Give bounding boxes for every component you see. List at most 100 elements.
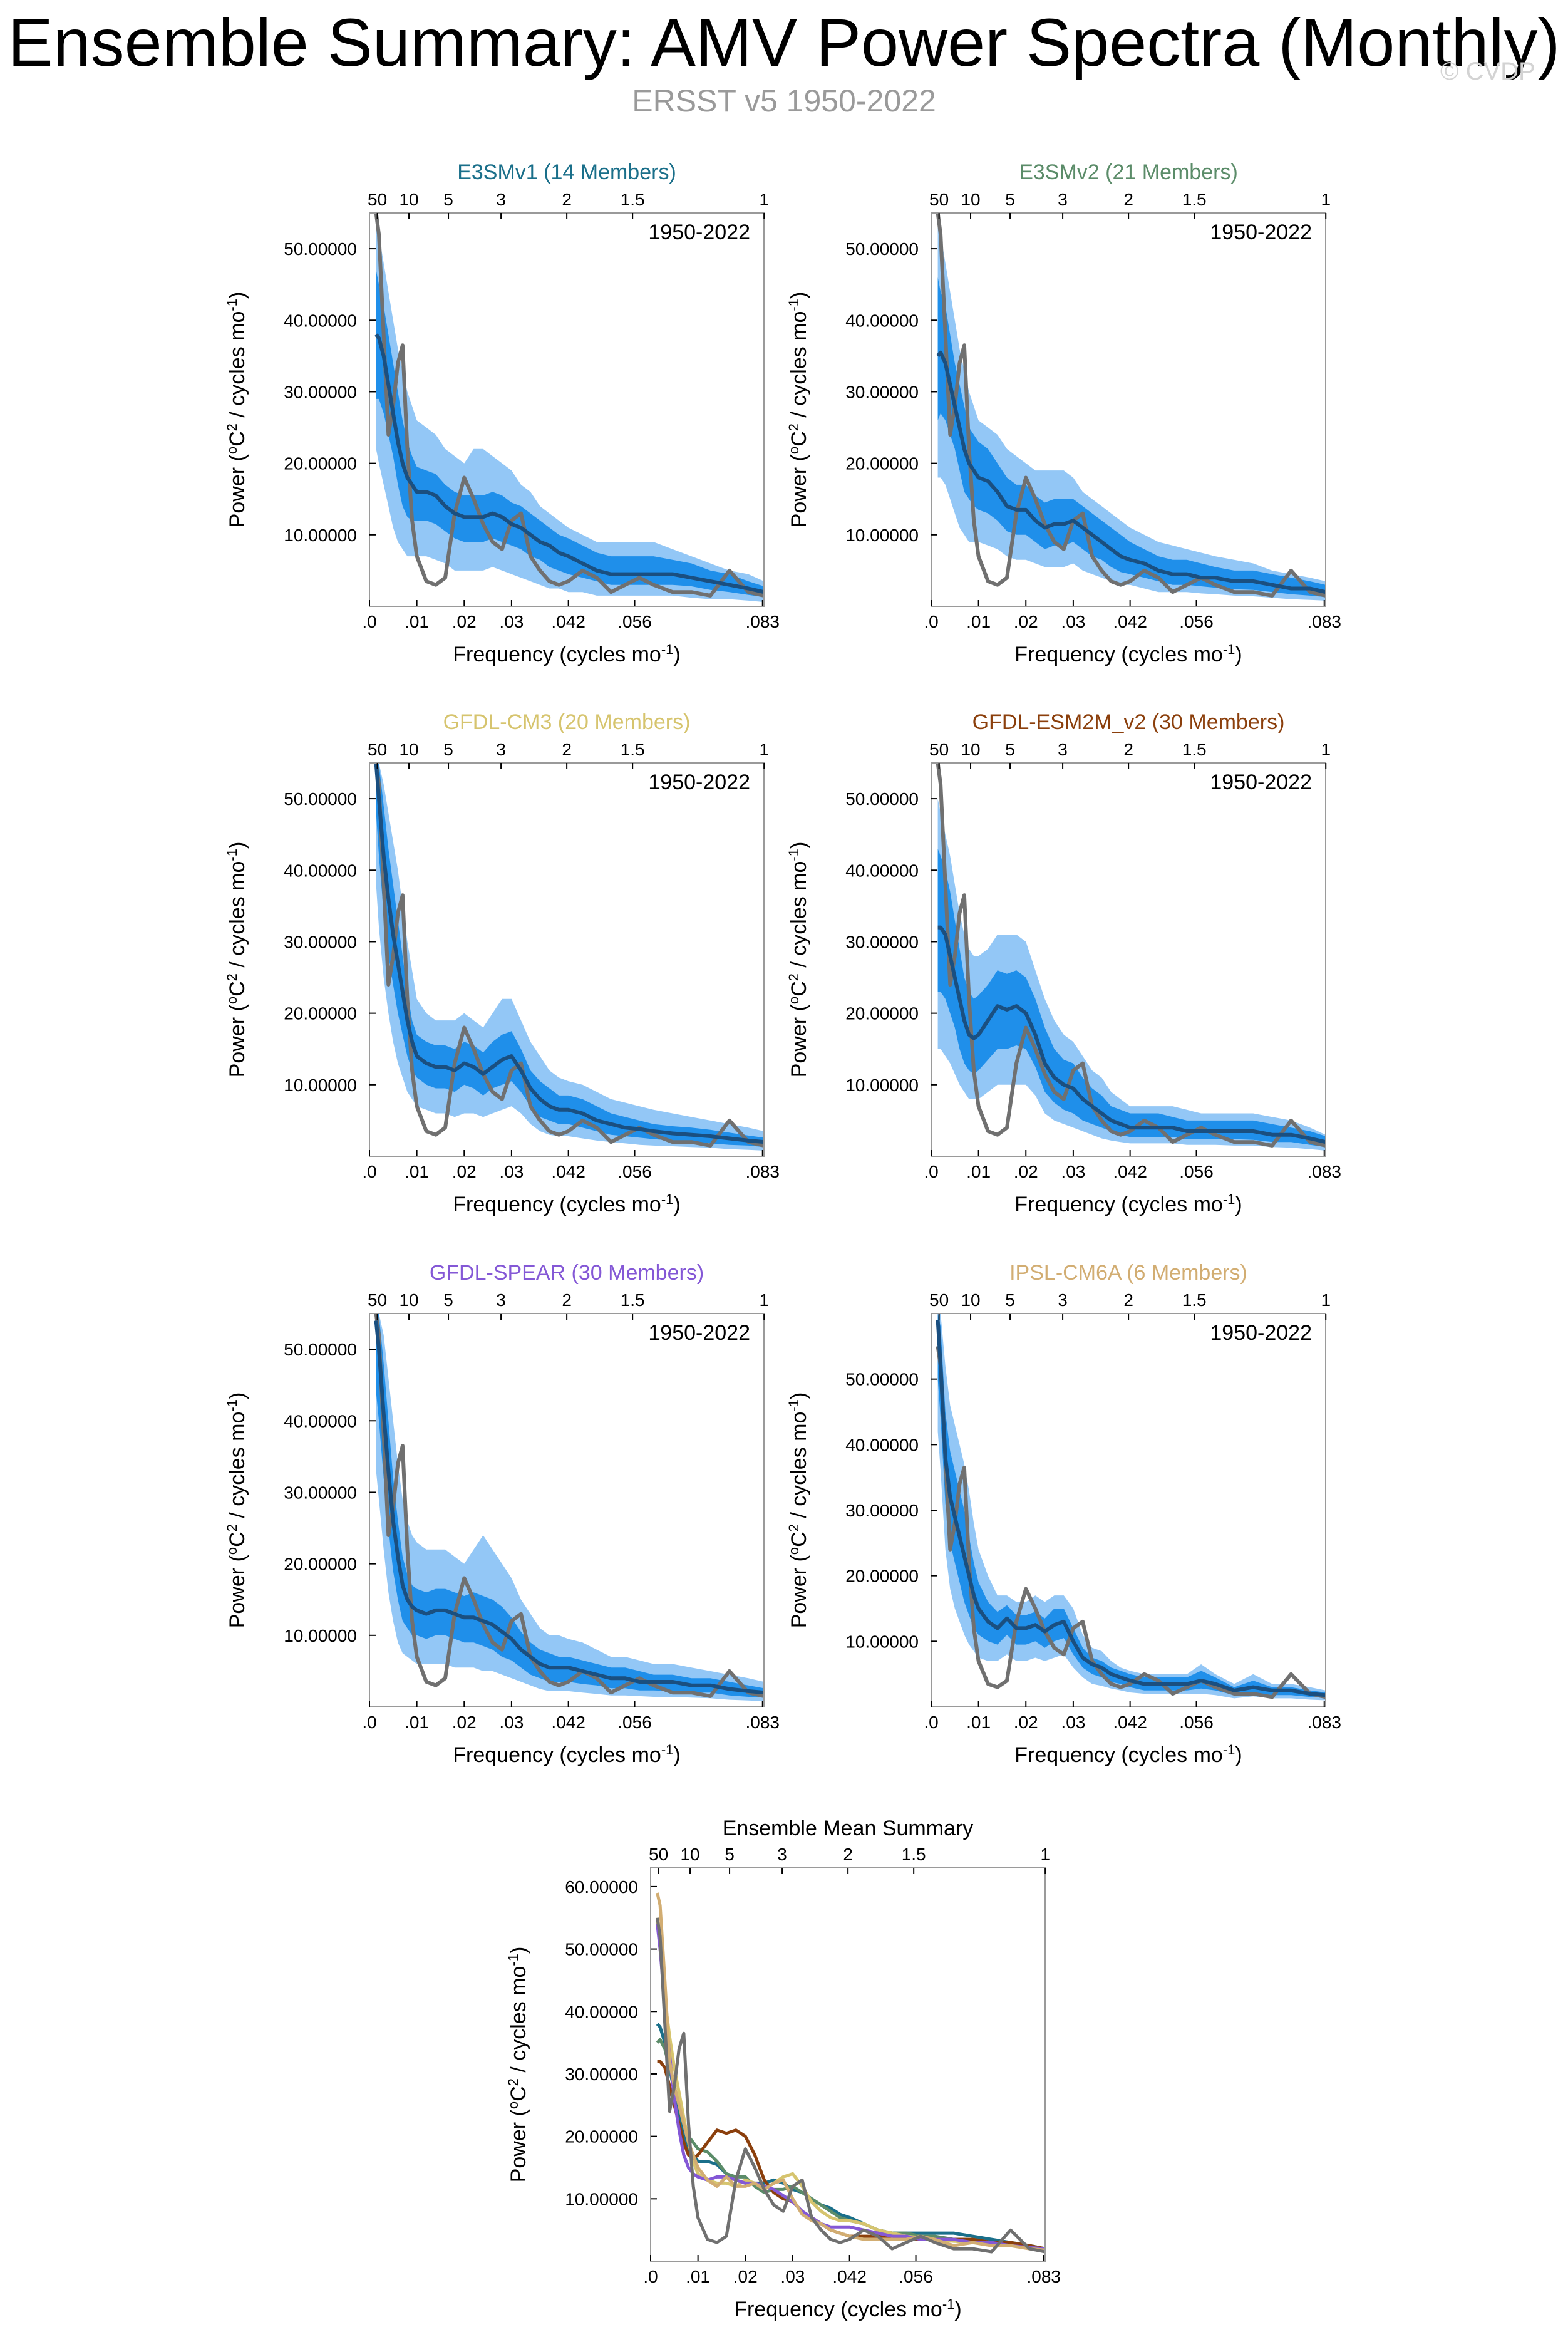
x-axis-label: Frequency (cycles mo-1) — [1014, 1191, 1242, 1217]
observations-line — [374, 213, 764, 598]
y-axis-label-close: ) — [225, 292, 249, 299]
x-axis-label-superscript: -1 — [661, 1742, 674, 1758]
y-tick-label: 20.00000 — [284, 1004, 357, 1023]
y-axis-label-prefix: Power ( — [225, 1003, 249, 1077]
plot-area — [374, 1314, 764, 1701]
x-axis-label: Frequency (cycles mo-1) — [1014, 1742, 1242, 1768]
panel-title: GFDL-CM3 (20 Members) — [443, 710, 691, 734]
top-tick-label: 5 — [443, 190, 453, 209]
series-line-e3smv1 — [656, 2023, 1045, 2251]
x-tick-label: .042 — [1113, 1162, 1147, 1181]
figure-title: Ensemble Summary: AMV Power Spectra (Mon… — [8, 4, 1560, 80]
figure-subtitle: ERSST v5 1950-2022 — [632, 83, 936, 118]
observations-line — [936, 1345, 1326, 1699]
y-axis-label-tail: / cycles mo — [507, 1966, 530, 2078]
y-tick-label: 40.00000 — [845, 1435, 919, 1454]
x-tick-label: .01 — [405, 612, 429, 631]
x-tick-label: .02 — [733, 2267, 758, 2286]
x-axis-label-text: Frequency (cycles mo — [453, 1743, 661, 1767]
y-axis-label-prefix: Power ( — [225, 1554, 249, 1628]
x-tick-label: .083 — [1307, 612, 1341, 631]
top-tick-label: 1.5 — [621, 190, 645, 209]
y-axis-label-tail: / cycles mo — [225, 311, 249, 423]
x-tick-label: .03 — [780, 2267, 805, 2286]
watermark: © CVDP — [1440, 58, 1535, 85]
y-axis-label-prefix: Power ( — [507, 2108, 530, 2182]
y-tick-label: 30.00000 — [284, 932, 357, 951]
y-tick-label: 20.00000 — [845, 1004, 919, 1023]
x-tick-label: .042 — [1113, 612, 1147, 631]
outer-spread-band — [376, 1314, 764, 1701]
x-tick-label: .01 — [966, 1162, 991, 1181]
y-axis-label-close: ) — [225, 842, 249, 849]
y-tick-label: 40.00000 — [284, 311, 357, 330]
top-tick-label: 5 — [1005, 190, 1015, 209]
inner-spread-band — [937, 849, 1326, 1148]
top-tick-label: 50 — [368, 740, 387, 759]
x-tick-label: .03 — [1061, 1162, 1085, 1181]
x-axis-label-close: ) — [1235, 643, 1242, 666]
top-tick-label: 10 — [399, 190, 418, 209]
y-axis-label-unit: C — [787, 981, 811, 997]
y-axis-label-prefix: Power ( — [225, 453, 249, 527]
top-tick-label: 5 — [443, 1290, 453, 1310]
outer-spread-band — [376, 763, 764, 1151]
x-tick-label: .056 — [899, 2267, 933, 2286]
ensemble-mean-line — [374, 763, 764, 1144]
ensemble-mean-line — [936, 350, 1326, 594]
top-tick-label: 1 — [759, 1290, 769, 1310]
chart-panel-2: .0 .01 .02 .03 .042 .056 .083 50 10 5 3 2 1.5 1 10.000… — [786, 160, 1341, 666]
plot-area — [936, 763, 1326, 1151]
x-tick-label: .02 — [452, 1162, 477, 1181]
x-axis-label: Frequency (cycles mo-1) — [1014, 641, 1242, 667]
y-axis-label-tail: / cycles mo — [225, 1412, 249, 1524]
y-axis-label-degree: o — [505, 2101, 521, 2109]
plot-area — [936, 213, 1326, 601]
x-tick-label: .042 — [832, 2267, 867, 2286]
period-label: 1950-2022 — [648, 220, 750, 244]
top-tick-label: 5 — [725, 1845, 735, 1864]
y-axis-label-squared: 2 — [505, 2078, 521, 2086]
x-tick-label: .03 — [499, 1162, 524, 1181]
x-axis-label-text: Frequency (cycles mo — [1014, 643, 1223, 666]
x-axis-label-text: Frequency (cycles mo — [1014, 1193, 1223, 1216]
y-tick-label: 20.00000 — [284, 1555, 357, 1574]
top-tick-label: 50 — [368, 1290, 387, 1310]
y-tick-label: 50.00000 — [284, 789, 357, 809]
y-tick-label: 30.00000 — [845, 932, 919, 951]
y-tick-label: 50.00000 — [284, 239, 357, 259]
top-tick-label: 2 — [843, 1845, 853, 1864]
y-tick-label: 40.00000 — [845, 311, 919, 330]
series-line-gfdl-spear — [656, 1924, 1045, 2251]
y-axis-label-superscript: -1 — [224, 849, 240, 861]
y-axis-label-squared: 2 — [224, 973, 240, 981]
top-tick-label: 5 — [443, 740, 453, 759]
x-axis-label-text: Frequency (cycles mo — [734, 2298, 942, 2321]
y-axis-label: Power (oC2 / cycles mo-1) — [224, 292, 250, 528]
x-axis-label: Frequency (cycles mo-1) — [453, 641, 680, 667]
top-tick-label: 2 — [1123, 190, 1133, 209]
x-tick-label: .056 — [1179, 1162, 1214, 1181]
x-tick-label: .056 — [617, 1162, 652, 1181]
top-tick-label: 50 — [929, 740, 949, 759]
top-tick-label: 1.5 — [621, 740, 645, 759]
period-label: 1950-2022 — [648, 1321, 750, 1345]
x-tick-label: .056 — [617, 1713, 652, 1732]
y-axis-label-squared: 2 — [224, 423, 240, 431]
y-tick-label: 10.00000 — [845, 1632, 919, 1651]
y-axis-label-close: ) — [787, 1392, 811, 1399]
y-tick-label: 60.00000 — [565, 1877, 638, 1897]
y-axis-label-unit: C — [225, 431, 249, 447]
x-tick-label: .0 — [924, 612, 938, 631]
x-tick-label: .03 — [1061, 1713, 1085, 1732]
y-axis-label-squared: 2 — [224, 1524, 240, 1531]
x-axis-label-text: Frequency (cycles mo — [453, 1193, 661, 1216]
x-tick-label: .02 — [1014, 612, 1038, 631]
y-axis-label-unit: C — [225, 981, 249, 997]
x-axis-label: Frequency (cycles mo-1) — [734, 2296, 961, 2322]
x-axis-label-superscript: -1 — [1223, 1742, 1235, 1758]
plot-frame — [650, 1867, 1046, 2262]
x-tick-label: .0 — [362, 1162, 376, 1181]
y-tick-label: 10.00000 — [284, 526, 357, 545]
chart-panel-7: .0 .01 .02 .03 .042 .056 .083 50 10 5 3 2 1.5 1 10.000… — [505, 1816, 1061, 2321]
